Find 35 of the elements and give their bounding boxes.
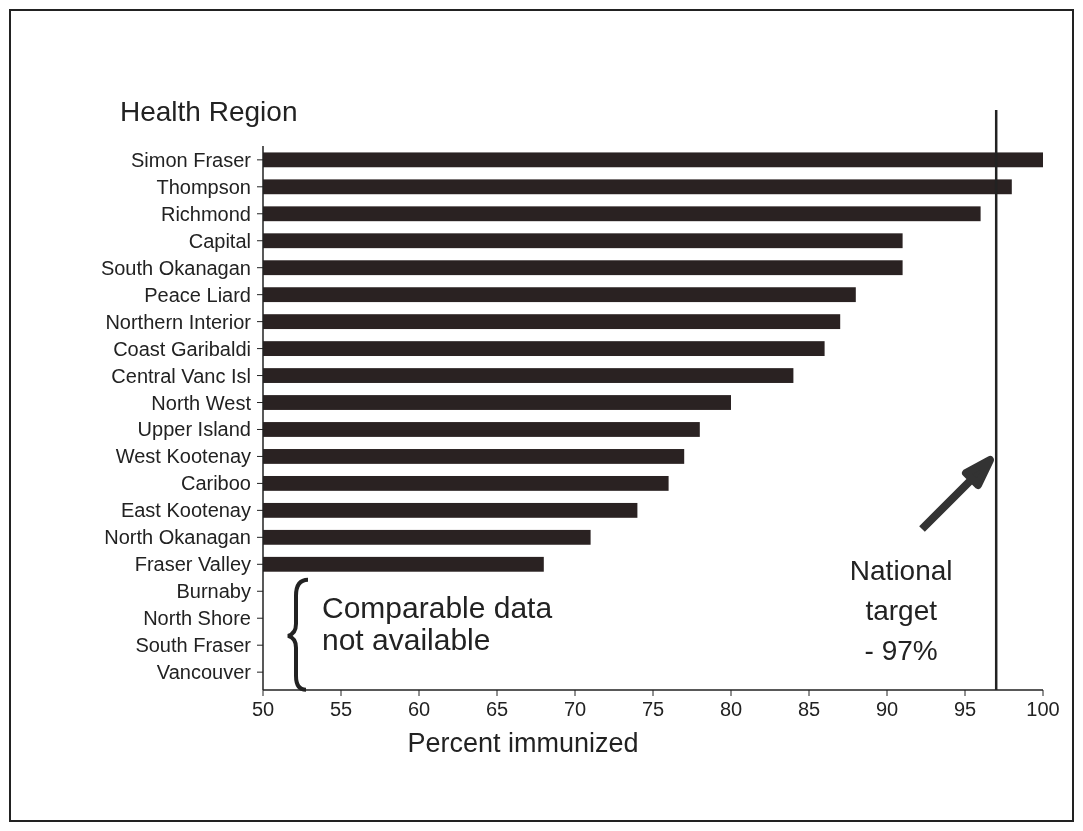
x-tick-label: 90 [875,698,899,720]
y-tick-label: Coast Garibaldi [113,337,251,360]
y-tick-label: Thompson [156,175,251,198]
y-tick-label: Vancouver [156,661,252,684]
y-tick-label: Northern Interior [105,310,252,333]
y-tick-label: Peace Liard [144,283,251,306]
y-tick-label: West Kootenay [115,445,251,468]
y-tick-label: Upper Island [137,418,251,441]
x-tick-label: 80 [719,698,743,720]
y-tick-label: Central Vanc Isl [111,364,251,387]
y-tick-label: North Shore [143,607,251,630]
y-tick-label: Capital [188,229,251,252]
x-tick-label: 60 [407,698,431,720]
x-tick-label: 70 [563,698,587,720]
y-tick-label: North Okanagan [104,526,251,549]
y-tick-label: East Kootenay [120,499,251,522]
y-tick-label: Cariboo [180,472,251,495]
y-tick-label: South Fraser [135,634,252,657]
x-tick-label: 50 [251,698,275,720]
x-tick-label: 55 [329,698,353,720]
x-tick-label: 85 [797,698,821,720]
x-tick-label: 75 [641,698,665,720]
x-tick-label: 100 [1026,698,1060,720]
x-tick-label: 65 [485,698,509,720]
annotation: Comparable data not available [322,590,553,656]
y-tick-label: Fraser Valley [134,553,251,576]
x-axis-title: Percent immunized [407,728,639,758]
y-tick-label: North West [151,391,252,414]
y-tick-label: South Okanagan [100,256,251,279]
y-axis-title: Health Region [120,96,298,127]
y-tick-label: Burnaby [176,580,251,603]
x-tick-label: 95 [953,698,977,720]
y-tick-label: Simon Fraser [130,148,252,171]
y-tick-label: Richmond [160,202,251,225]
ref-line-label: National target - 97% [849,555,953,666]
